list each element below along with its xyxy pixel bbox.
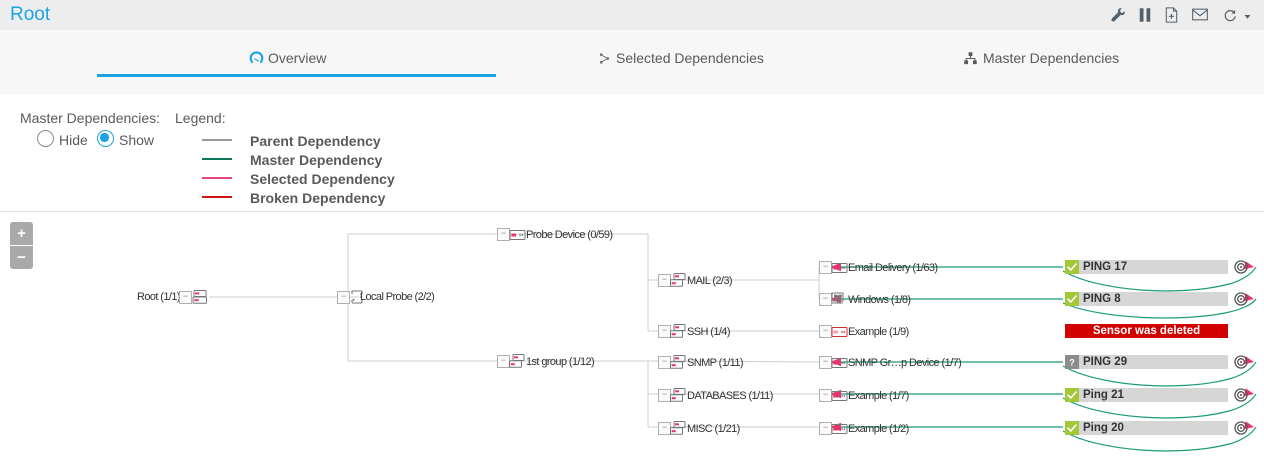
svg-text:?: ? [1069,358,1075,368]
